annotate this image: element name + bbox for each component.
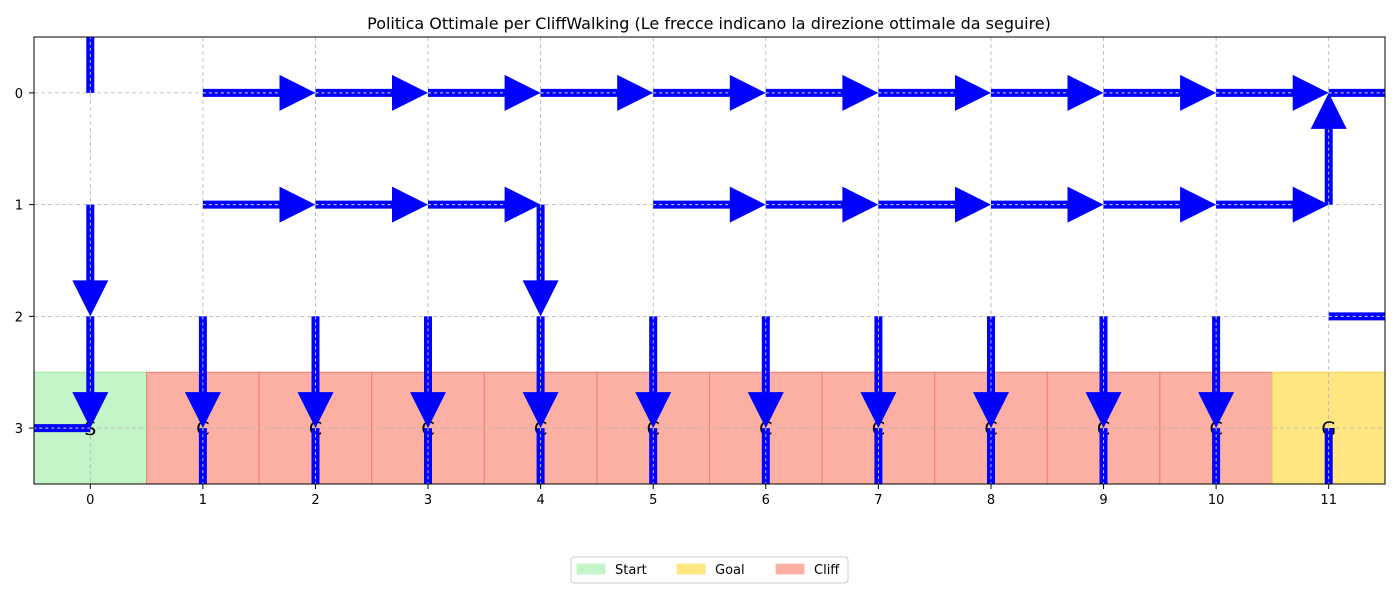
y-tick-label: 0	[15, 87, 23, 102]
chart-title: Politica Ottimale per CliffWalking (Le f…	[367, 14, 1051, 33]
arrow-down-r3-c5	[649, 428, 658, 484]
x-tick-label: 8	[987, 493, 995, 508]
x-tick-label: 4	[536, 493, 544, 508]
arrow-up-r0-c0	[86, 37, 95, 93]
x-tick-label: 3	[424, 493, 432, 508]
legend-frame	[570, 556, 849, 584]
legend: Start Goal Cliff	[570, 556, 849, 584]
x-tick-label: 10	[1208, 493, 1225, 508]
arrow-right-r2-c11	[1328, 312, 1385, 321]
y-tick-label: 1	[15, 199, 23, 214]
x-tick-label: 2	[311, 493, 319, 508]
x-tick-label: 5	[649, 493, 657, 508]
legend-label-goal: Goal	[715, 563, 745, 578]
x-tick-label: 1	[199, 493, 207, 508]
x-tick-label: 6	[762, 493, 770, 508]
x-tick-label: 7	[874, 493, 882, 508]
arrow-left-r3-c0	[34, 424, 91, 433]
legend-swatch-cliff	[775, 563, 805, 575]
y-tick-label: 2	[15, 310, 23, 325]
legend-swatch-goal	[676, 563, 706, 575]
arrow-down-r3-c1	[198, 428, 207, 484]
arrow-down-r3-c6	[761, 428, 770, 484]
x-tick-label: 11	[1320, 493, 1337, 508]
y-axis: 0 1 2 3	[15, 87, 34, 437]
arrow-down-r3-c8	[987, 428, 995, 484]
arrow-down-r3-c9	[1099, 428, 1108, 484]
arrow-down-r3-c3	[424, 428, 432, 484]
y-tick-label: 3	[15, 422, 23, 437]
arrow-down-r3-c11	[1324, 428, 1333, 484]
legend-swatch-start	[576, 563, 606, 575]
arrow-down-r3-c4	[536, 428, 545, 484]
arrow-down-r3-c2	[311, 428, 320, 484]
arrow-down-r3-c10	[1212, 428, 1221, 484]
legend-label-cliff: Cliff	[814, 563, 840, 578]
plot-frame	[33, 36, 1386, 485]
x-tick-label: 9	[1099, 493, 1107, 508]
x-tick-label: 0	[86, 493, 94, 508]
arrow-right-r0-c11	[1328, 88, 1385, 97]
x-axis: 0 1 2 3 4 5 6 7 8 9 10 11	[86, 484, 1337, 508]
legend-label-start: Start	[615, 563, 647, 578]
arrow-down-r3-c7	[874, 428, 883, 484]
policy-arrows	[34, 37, 1385, 484]
